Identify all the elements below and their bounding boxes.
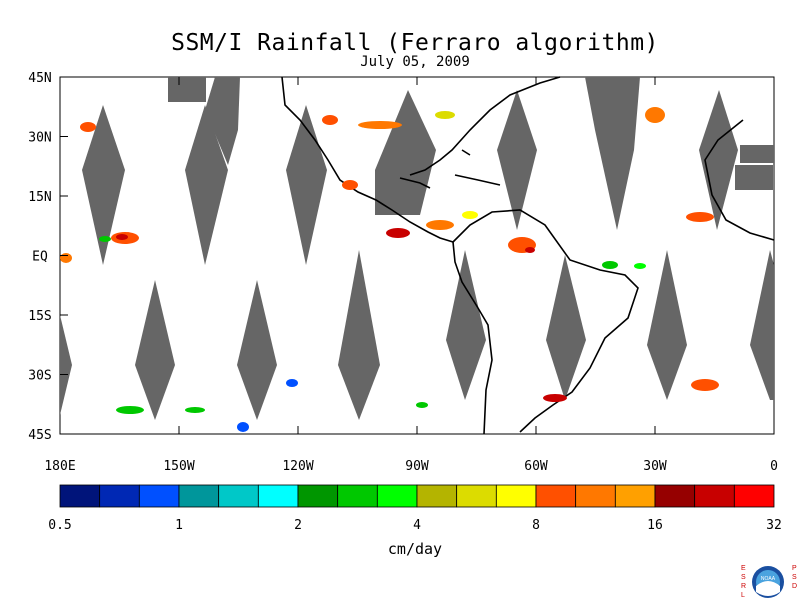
svg-text:E: E [741, 565, 746, 572]
colorbar-swatch [495, 484, 537, 508]
colorbar-swatch [376, 484, 418, 508]
colorbar-swatch [218, 484, 259, 508]
data-gap-swaths [60, 77, 774, 420]
coastlines [281, 76, 775, 435]
colorbar-swatch [257, 484, 299, 508]
lat-label: 15S [28, 309, 51, 324]
colorbar-swatch [694, 484, 735, 508]
svg-text:S: S [792, 574, 797, 581]
colorbar-swatch [138, 484, 180, 508]
colorbar-unit: cm/day [387, 540, 443, 558]
colorbar-swatch [733, 484, 775, 508]
colorbar-swatch [99, 484, 140, 508]
lat-label: 30N [28, 131, 51, 146]
map-axes: 45N 30N 15N EQ 15S 30S 45S 180E 150W 120W 90W 60W 30… [28, 71, 778, 474]
lat-label: 45S [28, 428, 51, 443]
colorbar-swatch [59, 484, 101, 508]
lat-label: 30S [28, 369, 51, 384]
svg-text:NOAA: NOAA [761, 576, 776, 582]
lat-label: EQ [32, 250, 48, 265]
colorbar-tick-label: 32 [766, 518, 782, 533]
svg-text:S: S [741, 574, 746, 581]
lon-label: 90W [405, 459, 429, 474]
colorbar-swatch [297, 484, 339, 508]
lon-label: 180E [44, 459, 75, 474]
colorbar-tick-label: 8 [532, 518, 540, 533]
lon-label: 60W [524, 459, 548, 474]
colorbar-swatch [614, 484, 656, 508]
svg-text:P: P [792, 565, 797, 572]
lon-label: 0 [770, 459, 778, 474]
colorbar-swatch [337, 484, 378, 508]
colorbar-tick-label: 2 [294, 518, 302, 533]
colorbar: 0.5 1 2 4 8 16 32 [48, 484, 782, 533]
colorbar-swatch [535, 484, 577, 508]
colorbar-swatch [575, 484, 616, 508]
colorbar-tick-label: 1 [175, 518, 183, 533]
lon-label: 30W [643, 459, 667, 474]
map-title: SSM/I Rainfall (Ferraro algorithm) [171, 30, 659, 56]
colorbar-swatch [654, 484, 696, 508]
noaa-esrl-logo: E S R L NOAA P S D [741, 565, 797, 599]
svg-text:R: R [741, 583, 746, 590]
colorbar-swatch [178, 484, 220, 508]
colorbar-tick-label: 4 [413, 518, 421, 533]
colorbar-swatch [456, 484, 497, 508]
colorbar-swatch [416, 484, 458, 508]
lat-label: 45N [28, 71, 51, 86]
colorbar-tick-label: 0.5 [48, 518, 71, 533]
lat-label: 15N [28, 190, 51, 205]
svg-text:L: L [741, 592, 745, 599]
lon-label: 150W [163, 459, 194, 474]
colorbar-tick-label: 16 [647, 518, 663, 533]
lon-label: 120W [282, 459, 313, 474]
svg-text:D: D [792, 583, 797, 590]
map-date: July 05, 2009 [360, 54, 470, 70]
